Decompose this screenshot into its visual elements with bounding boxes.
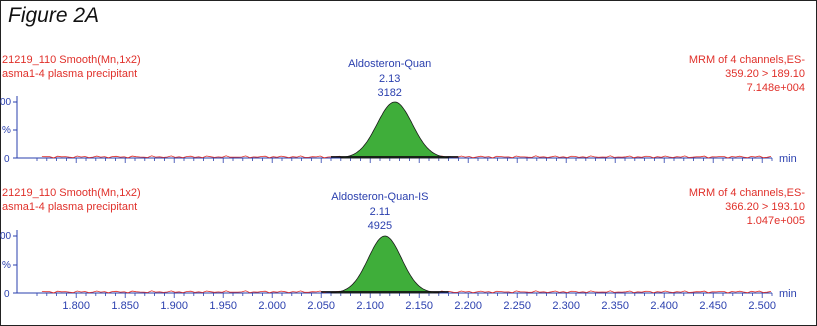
panel-1-compound-label: Aldosteron-Quan [348,58,431,70]
x-tick-label-3: 1.950 [209,300,237,312]
x-tick-label-13: 2.450 [699,300,727,312]
x-tick-label-4: 2.000 [258,300,286,312]
panel-1-x-unit: min [779,153,797,165]
panel-1-area-label: 3182 [377,87,401,99]
panel-2-x-unit: min [779,288,797,300]
panel-1-y-tick-top: 00 [0,97,12,108]
x-tick-label-10: 2.300 [552,300,580,312]
x-tick-label-2: 1.900 [160,300,188,312]
x-tick-label-7: 2.150 [405,300,433,312]
x-tick-label-8: 2.200 [454,300,482,312]
panel-2-y-tick-zero: 0 [4,289,10,300]
figure-title: Figure 2A [8,4,100,27]
panel-2-sample-desc: asma1-4 plasma precipitant [2,201,137,213]
panel-1-intensity: 7.148e+004 [747,82,805,94]
x-tick-label-6: 2.100 [356,300,384,312]
x-tick-label-14: 2.500 [748,300,776,312]
panel-1-rt-label: 2.13 [379,73,400,85]
panel-1-y-tick-mid: % [2,125,11,136]
x-tick-label-0: 1.800 [62,300,90,312]
panel-2-y-tick-mid: % [2,260,11,271]
panel-1-mrm-header: MRM of 4 channels,ES- [689,54,805,66]
panel-1-transition: 359.20 > 189.10 [725,68,805,80]
x-tick-label-5: 2.050 [307,300,335,312]
panel-2-peak-area [330,235,441,294]
panel-1-sample-line: 21219_110 Smooth(Mn,1x2) [2,54,141,66]
panel-1-y-tick-zero: 0 [4,154,10,165]
panel-1-sample-desc: asma1-4 plasma precipitant [2,68,137,80]
panel-2-mrm-header: MRM of 4 channels,ES- [689,187,805,199]
x-tick-label-1: 1.850 [111,300,139,312]
x-tick-label-11: 2.350 [601,300,629,312]
x-tick-label-12: 2.400 [650,300,678,312]
panel-2-sample-line: 21219_110 Smooth(Mn,1x2) [2,187,141,199]
panel-2-compound-label: Aldosteron-Quan-IS [331,191,428,203]
panel-2-intensity: 1.047e+005 [747,215,805,227]
panel-2-area-label: 4925 [368,220,392,232]
panel-2-y-tick-top: 00 [0,231,12,242]
panel-1-peak-area [340,101,450,159]
x-tick-label-9: 2.250 [503,300,531,312]
panel-2-transition: 366.20 > 193.10 [725,201,805,213]
panel-2-rt-label: 2.11 [370,206,391,218]
